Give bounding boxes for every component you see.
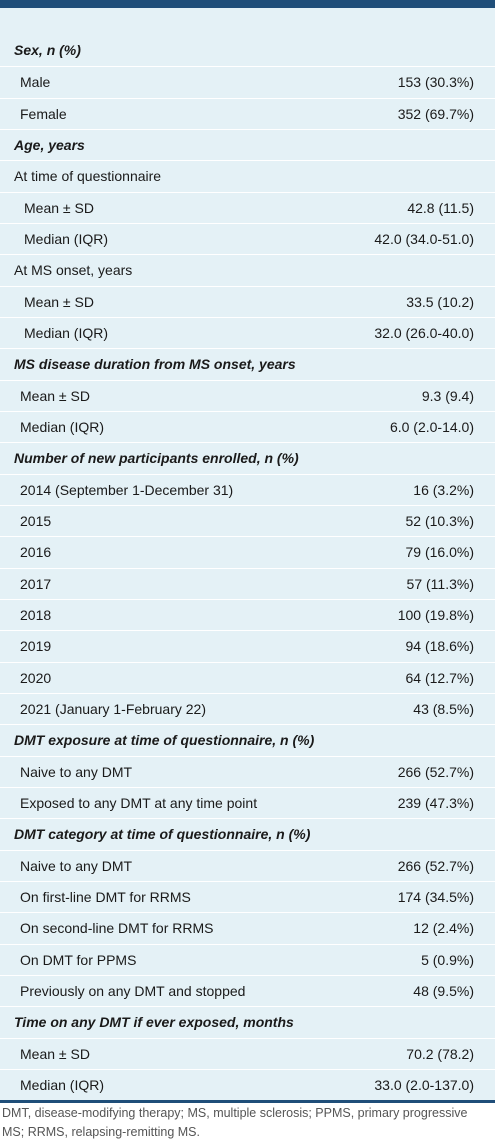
table-row: Mean ± SD 33.5 (10.2) bbox=[0, 285, 495, 317]
group-header: At MS onset, years bbox=[0, 254, 495, 285]
row-label: 2020 bbox=[20, 669, 52, 686]
row-value: 43 (8.5%) bbox=[413, 700, 474, 717]
row-label: Male bbox=[20, 74, 51, 91]
row-label: Median (IQR) bbox=[20, 1076, 105, 1093]
row-label: 2019 bbox=[20, 638, 52, 655]
table-row: 2016 79 (16.0%) bbox=[0, 536, 495, 567]
table-row: Median (IQR) 32.0 (26.0-40.0) bbox=[0, 316, 495, 348]
table-row: Mean ± SD 70.2 (78.2) bbox=[0, 1037, 495, 1069]
table: Sex, n (%) Male 153 (30.3%) Female 352 (69.7… bbox=[0, 35, 495, 1101]
row-value: 153 (30.3%) bbox=[397, 74, 474, 91]
row-value: 42.0 (34.0-51.0) bbox=[374, 230, 474, 247]
table-row: Male 153 (30.3%) bbox=[0, 66, 495, 97]
row-label: 2021 (January 1-February 22) bbox=[20, 700, 206, 717]
table-row: 2019 94 (18.6%) bbox=[0, 630, 495, 661]
section-title: DMT exposure at time of questionnaire, n… bbox=[14, 732, 315, 749]
row-value: 12 (2.4%) bbox=[413, 920, 474, 937]
table-row: Median (IQR) 42.0 (34.0-51.0) bbox=[0, 222, 495, 254]
table-row: Female 352 (69.7%) bbox=[0, 97, 495, 129]
row-label: Exposed to any DMT at any time point bbox=[20, 794, 258, 811]
table-row: 2014 (September 1-December 31) 16 (3.2%) bbox=[0, 473, 495, 505]
row-value: 33.0 (2.0-137.0) bbox=[374, 1076, 474, 1093]
table-row: On second-line DMT for RRMS 12 (2.4%) bbox=[0, 912, 495, 943]
row-label: Mean ± SD bbox=[24, 199, 94, 216]
group-header: At time of questionnaire bbox=[0, 160, 495, 191]
row-value: 352 (69.7%) bbox=[397, 105, 474, 122]
table-row: Median (IQR) 33.0 (2.0-137.0) bbox=[0, 1068, 495, 1100]
table-top bbox=[0, 8, 495, 35]
row-value: 33.5 (10.2) bbox=[406, 293, 474, 310]
section-header: DMT exposure at time of questionnaire, n… bbox=[0, 724, 495, 755]
table-row: Naive to any DMT 266 (52.7%) bbox=[0, 755, 495, 787]
row-value: 266 (52.7%) bbox=[397, 763, 474, 780]
section-title: Age, years bbox=[14, 136, 85, 153]
row-label: Previously on any DMT and stopped bbox=[20, 982, 246, 999]
row-label: Median (IQR) bbox=[24, 230, 109, 247]
table-row: Median (IQR) 6.0 (2.0-14.0) bbox=[0, 410, 495, 442]
row-label: Female bbox=[20, 105, 67, 122]
row-value: 79 (16.0%) bbox=[405, 544, 474, 561]
table-row: Mean ± SD 9.3 (9.4) bbox=[0, 379, 495, 411]
row-label: 2014 (September 1-December 31) bbox=[20, 481, 234, 498]
table-row: 2021 (January 1-February 22) 43 (8.5%) bbox=[0, 692, 495, 724]
section-title: Number of new participants enrolled, n (… bbox=[14, 450, 299, 467]
section-header: Time on any DMT if ever exposed, months bbox=[0, 1006, 495, 1037]
group-title: At MS onset, years bbox=[14, 262, 133, 279]
row-label: Mean ± SD bbox=[20, 1045, 90, 1062]
row-label: 2016 bbox=[20, 544, 52, 561]
section-title: Time on any DMT if ever exposed, months bbox=[14, 1014, 294, 1031]
table-row: 2018 100 (19.8%) bbox=[0, 598, 495, 630]
table-row: 2017 57 (11.3%) bbox=[0, 567, 495, 599]
row-value: 6.0 (2.0-14.0) bbox=[389, 418, 474, 435]
row-label: Median (IQR) bbox=[24, 324, 109, 341]
row-label: On second-line DMT for RRMS bbox=[20, 920, 214, 937]
row-value: 174 (34.5%) bbox=[397, 888, 474, 905]
row-value: 100 (19.8%) bbox=[397, 606, 474, 623]
row-value: 48 (9.5%) bbox=[413, 982, 474, 999]
section-header: Age, years bbox=[0, 128, 495, 160]
bottom-rule bbox=[0, 1100, 495, 1103]
table-row: On DMT for PPMS 5 (0.9%) bbox=[0, 943, 495, 975]
section-title: MS disease duration from MS onset, years bbox=[14, 356, 296, 373]
row-label: Naive to any DMT bbox=[20, 763, 133, 780]
table-row: Mean ± SD 42.8 (11.5) bbox=[0, 191, 495, 223]
table-row: Exposed to any DMT at any time point 239 … bbox=[0, 786, 495, 818]
table-row: Previously on any DMT and stopped 48 (9.5… bbox=[0, 974, 495, 1006]
row-value: 266 (52.7%) bbox=[397, 857, 474, 874]
group-title: At time of questionnaire bbox=[14, 168, 162, 185]
section-header: DMT category at time of questionnaire, n… bbox=[0, 818, 495, 849]
section-header: Number of new participants enrolled, n (… bbox=[0, 442, 495, 473]
row-value: 5 (0.9%) bbox=[421, 951, 474, 968]
row-label: On first-line DMT for RRMS bbox=[20, 888, 191, 905]
row-label: On DMT for PPMS bbox=[20, 951, 137, 968]
table-row: 2020 64 (12.7%) bbox=[0, 661, 495, 693]
row-value: 57 (11.3%) bbox=[406, 575, 474, 592]
row-value: 52 (10.3%) bbox=[405, 512, 474, 529]
row-label: Mean ± SD bbox=[20, 387, 90, 404]
table-row: 2015 52 (10.3%) bbox=[0, 504, 495, 536]
row-value: 70.2 (78.2) bbox=[406, 1045, 474, 1062]
row-value: 9.3 (9.4) bbox=[421, 387, 474, 404]
row-value: 16 (3.2%) bbox=[413, 481, 474, 498]
row-label: 2017 bbox=[20, 575, 52, 592]
table-row: On first-line DMT for RRMS 174 (34.5%) bbox=[0, 880, 495, 912]
row-label: Naive to any DMT bbox=[20, 857, 133, 874]
row-value: 94 (18.6%) bbox=[405, 638, 474, 655]
row-label: Mean ± SD bbox=[24, 293, 94, 310]
table-row: Naive to any DMT 266 (52.7%) bbox=[0, 849, 495, 881]
section-header: Sex, n (%) bbox=[0, 35, 495, 66]
section-header: MS disease duration from MS onset, years bbox=[0, 348, 495, 379]
footnote: DMT, disease-modifying therapy; MS, mult… bbox=[2, 1106, 468, 1139]
section-title: DMT category at time of questionnaire, n… bbox=[14, 826, 311, 843]
row-label: 2018 bbox=[20, 606, 52, 623]
section-title: Sex, n (%) bbox=[14, 42, 81, 58]
row-label: 2015 bbox=[20, 512, 52, 529]
row-value: 42.8 (11.5) bbox=[407, 199, 474, 216]
top-rule bbox=[0, 0, 495, 8]
row-value: 239 (47.3%) bbox=[397, 794, 474, 811]
row-value: 32.0 (26.0-40.0) bbox=[374, 324, 474, 341]
row-value: 64 (12.7%) bbox=[405, 669, 474, 686]
row-label: Median (IQR) bbox=[20, 418, 105, 435]
